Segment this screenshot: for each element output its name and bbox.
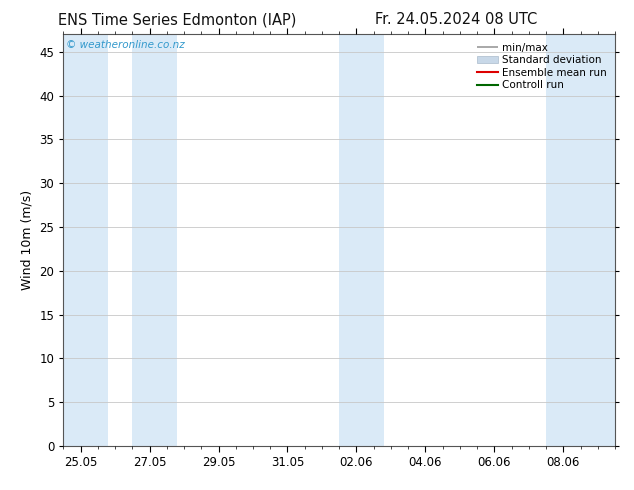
- Bar: [339, 34, 384, 446]
- Legend: min/max, Standard deviation, Ensemble mean run, Controll run: min/max, Standard deviation, Ensemble me…: [474, 40, 610, 94]
- Text: © weatheronline.co.nz: © weatheronline.co.nz: [66, 41, 185, 50]
- Text: Fr. 24.05.2024 08 UTC: Fr. 24.05.2024 08 UTC: [375, 12, 538, 27]
- Y-axis label: Wind 10m (m/s): Wind 10m (m/s): [21, 190, 34, 290]
- Bar: [63, 34, 108, 446]
- Bar: [546, 34, 615, 446]
- Bar: [133, 34, 177, 446]
- Text: ENS Time Series Edmonton (IAP): ENS Time Series Edmonton (IAP): [58, 12, 297, 27]
